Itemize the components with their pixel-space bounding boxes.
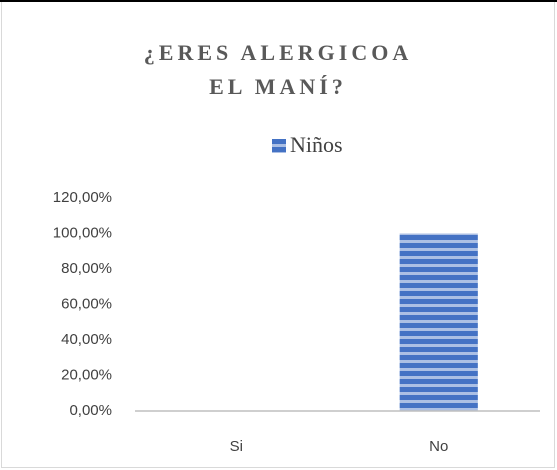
y-tick-label: 40,00% (61, 331, 112, 348)
y-tick-label: 80,00% (61, 260, 112, 277)
legend-swatch (272, 139, 286, 153)
bar (399, 233, 478, 411)
chart-title: ¿ERES ALERGICOA EL MANÍ? (143, 40, 413, 99)
x-tick-label: Si (230, 438, 243, 455)
y-tick-label: 0,00% (69, 402, 112, 419)
y-tick-label: 100,00% (53, 224, 112, 241)
legend-text: Niños (290, 132, 343, 157)
y-tick-label: 120,00% (53, 189, 112, 206)
y-tick-label: 20,00% (61, 366, 112, 383)
x-tick-label: No (429, 438, 448, 455)
y-tick-label: 60,00% (61, 295, 112, 312)
